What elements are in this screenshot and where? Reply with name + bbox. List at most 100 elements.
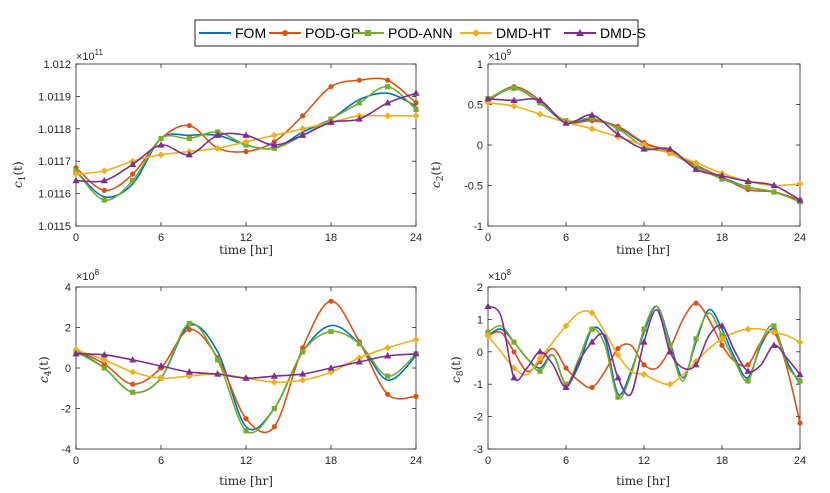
xtick-label-c8: 24	[794, 455, 806, 467]
point-dmd-ht-c1	[72, 170, 80, 178]
point-pod-ann-c4	[101, 365, 107, 371]
exponent-c2: ×109	[488, 48, 512, 63]
ytick-label-c4: 4	[65, 282, 71, 294]
point-pod-gp-c8	[693, 300, 699, 306]
point-dmd-s-c2	[640, 145, 648, 152]
ylabel-c1: c1(t)	[11, 161, 28, 188]
ylabel-c4-arg: (t)	[37, 356, 51, 370]
ytick-label-c8: -3	[473, 444, 483, 456]
point-pod-ann-c8	[511, 339, 517, 345]
ylabel-c4: c4(t)	[37, 356, 54, 383]
series-fom-c8	[487, 305, 801, 396]
xtick-label-c8: 0	[485, 455, 491, 467]
xtick-label-c4: 12	[240, 455, 252, 467]
ytick-label-c8: 2	[477, 282, 483, 294]
point-pod-ann-c1	[356, 100, 362, 106]
exponent-c4-power: 8	[95, 268, 100, 277]
point-dmd-s-c8	[692, 360, 700, 368]
xtick-label-c4: 18	[325, 455, 337, 467]
point-dmd-s-c4	[412, 350, 420, 357]
xtick-label-c2: 24	[794, 232, 806, 244]
xtick-label-c1: 18	[325, 232, 337, 244]
point-dmd-s-c4	[214, 370, 222, 377]
point-dmd-ht-c4	[270, 378, 278, 386]
point-pod-gp-c1	[328, 84, 334, 90]
xtick-label-c1: 24	[410, 232, 422, 244]
point-dmd-ht-c8	[796, 338, 804, 346]
point-dmd-s-c1	[157, 141, 165, 148]
point-dmd-ht-c1	[412, 112, 420, 120]
ylabel-c1-sub: 1	[18, 176, 28, 182]
point-dmd-ht-c2	[510, 102, 518, 110]
point-pod-ann-c8	[667, 342, 673, 348]
ytick-label-c2: -0.5	[464, 181, 483, 193]
point-pod-gp-c8	[797, 420, 803, 426]
point-dmd-s-c8	[640, 338, 648, 345]
point-pod-gp-c1	[186, 122, 192, 129]
exponent-c8-base: ×10	[488, 271, 507, 283]
point-pod-ann-c2	[745, 184, 751, 190]
ytick-label-c4: 2	[65, 323, 71, 335]
point-dmd-s-c4	[129, 356, 137, 363]
point-dmd-s-c4	[355, 358, 363, 365]
point-dmd-s-c2	[484, 95, 492, 102]
point-dmd-s-c1	[242, 131, 250, 138]
exponent-c8-power: 8	[507, 268, 512, 277]
point-pod-gp-c4	[385, 391, 391, 397]
point-pod-gp-c4	[243, 416, 249, 422]
point-dmd-s-c8	[562, 383, 570, 391]
point-pod-ann-c4	[186, 320, 192, 327]
ylabel-c8: c8(t)	[449, 356, 466, 383]
point-dmd-s-c1	[412, 89, 420, 96]
point-pod-ann-c8	[537, 368, 543, 374]
point-dmd-s-c2	[562, 119, 570, 126]
legend-entry-dmd-ht: DMD-HT	[460, 25, 552, 41]
point-dmd-s-c8	[770, 341, 778, 348]
point-dmd-ht-c8	[536, 354, 544, 362]
xtick-label-c8: 18	[716, 455, 728, 467]
ytick-label-c1: 1.0118	[38, 124, 71, 136]
point-dmd-s-c1	[299, 131, 307, 138]
xlabel-c2: time [hr]	[616, 243, 670, 257]
xlabel-c1: time [hr]	[219, 243, 273, 257]
point-dmd-s-c1	[129, 160, 137, 168]
point-pod-gp-c4	[130, 381, 136, 387]
ylabel-c1-arg: (t)	[11, 161, 25, 175]
point-pod-gp-c1	[413, 100, 419, 106]
point-dmd-s-c2	[510, 96, 518, 104]
point-pod-ann-c1	[271, 145, 277, 151]
point-dmd-s-c8	[718, 322, 726, 329]
point-dmd-s-c8	[744, 367, 752, 374]
point-pod-gp-c4	[186, 326, 192, 333]
exponent-c1-base: ×10	[76, 51, 95, 63]
ytick-label-c8: 1	[477, 314, 483, 326]
point-dmd-ht-c1	[242, 138, 250, 146]
point-dmd-ht-c4	[72, 346, 80, 354]
point-pod-ann-c2	[589, 115, 595, 121]
point-dmd-s-c2	[718, 171, 726, 179]
legend: FOM POD-GP POD-ANN DMD-HT DMD-S	[194, 19, 646, 47]
point-pod-ann-c2	[719, 176, 725, 182]
point-dmd-s-c4	[157, 362, 165, 369]
point-dmd-ht-c2	[796, 180, 804, 188]
point-dmd-s-c1	[214, 131, 222, 138]
point-dmd-s-c4	[242, 374, 250, 381]
point-pod-gp-c1	[300, 113, 306, 119]
ytick-label-c4: -4	[61, 444, 71, 456]
point-dmd-s-c4	[327, 364, 335, 371]
point-dmd-s-c1	[355, 115, 363, 122]
axes-box-c4	[75, 286, 417, 450]
point-pod-gp-c8	[745, 362, 751, 368]
point-pod-gp-c8	[511, 349, 517, 355]
ylabel-c2: c2(t)	[429, 161, 446, 188]
subplot-c1: c1(t) ×1011 time [hr] 0 6 12 18 24 1.0115 1.01…	[11, 48, 422, 257]
point-dmd-ht-c1	[270, 131, 278, 139]
legend-entry-fom: FOM	[199, 25, 266, 41]
point-dmd-ht-c8	[562, 322, 570, 330]
exponent-c2-base: ×10	[488, 51, 507, 63]
point-dmd-s-c1	[185, 150, 193, 158]
point-dmd-s-c8	[614, 373, 622, 381]
point-dmd-ht-c1	[157, 151, 165, 159]
point-pod-ann-c4	[215, 357, 221, 363]
xtick-label-c4: 0	[73, 455, 79, 467]
